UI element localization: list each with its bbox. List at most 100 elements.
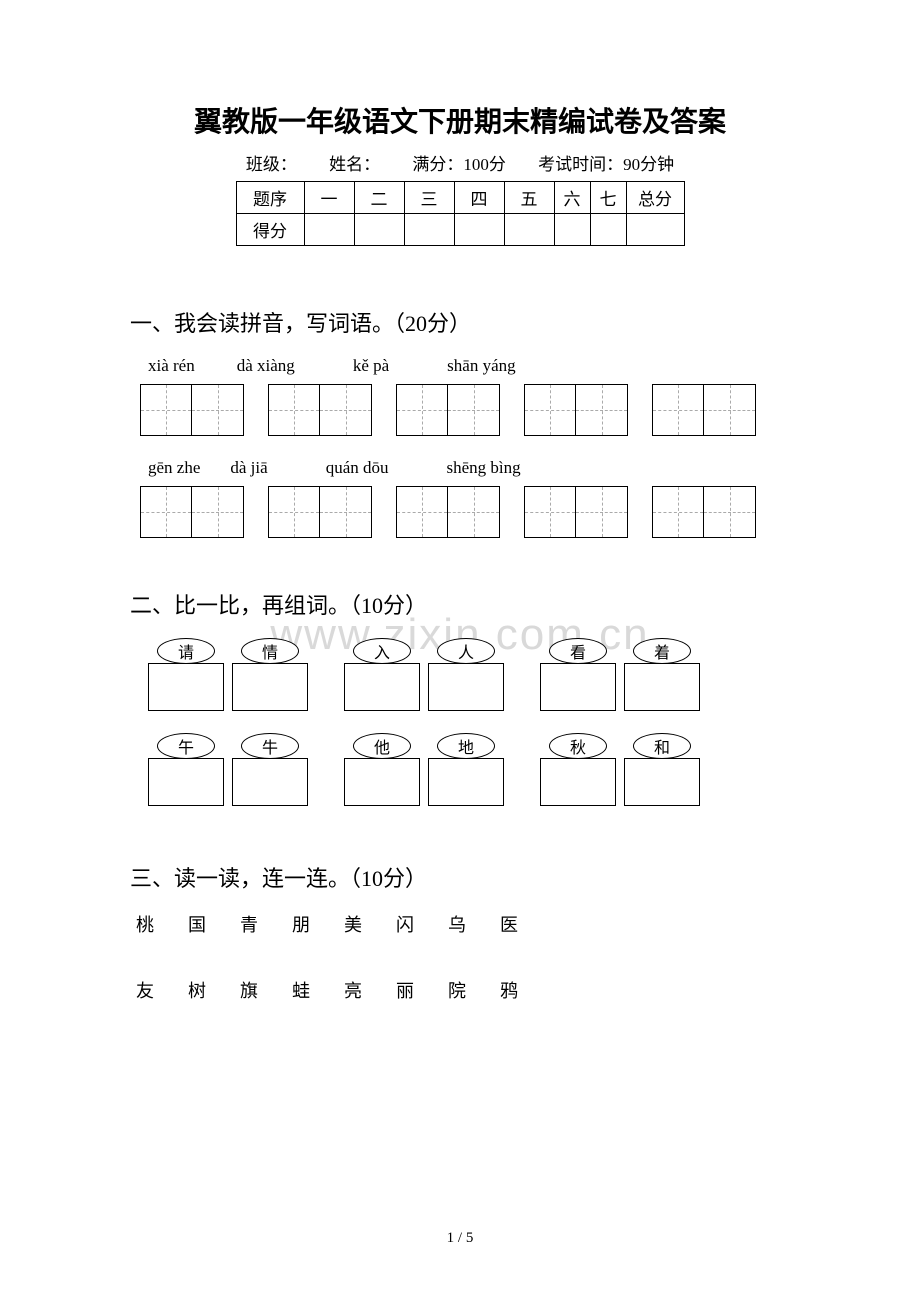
char-box-pair — [268, 486, 372, 538]
char-box — [704, 384, 756, 436]
char-box — [448, 384, 500, 436]
char-oval: 和 — [633, 733, 691, 759]
table-cell: 二 — [354, 182, 404, 214]
match-char: 青 — [240, 911, 258, 937]
compare-item: 地 — [428, 733, 504, 806]
info-line: 班级： 姓名： 满分：100分 考试时间：90分钟 — [130, 150, 790, 175]
char-oval: 人 — [437, 638, 495, 664]
char-oval: 午 — [157, 733, 215, 759]
compare-item: 人 — [428, 638, 504, 711]
compare-item: 牛 — [232, 733, 308, 806]
char-oval: 牛 — [241, 733, 299, 759]
table-cell — [454, 214, 504, 246]
compare-item: 他 — [344, 733, 420, 806]
char-box — [704, 486, 756, 538]
char-box-row — [130, 486, 790, 538]
table-cell — [590, 214, 626, 246]
table-cell — [554, 214, 590, 246]
pinyin-row: xià rén dà xiàng kě pà shān yáng — [130, 356, 790, 376]
compare-item: 请 — [148, 638, 224, 711]
answer-box — [624, 663, 700, 711]
answer-box — [428, 663, 504, 711]
compare-item: 着 — [624, 638, 700, 711]
match-char: 鸦 — [500, 977, 518, 1003]
answer-box — [232, 663, 308, 711]
section1-heading: 一、我会读拼音，写词语。（20分） — [130, 306, 790, 338]
table-cell — [354, 214, 404, 246]
char-box — [576, 384, 628, 436]
compare-item: 看 — [540, 638, 616, 711]
char-oval: 情 — [241, 638, 299, 664]
answer-box — [428, 758, 504, 806]
answer-box — [344, 758, 420, 806]
char-oval: 他 — [353, 733, 411, 759]
match-row: 友 树 旗 蛙 亮 丽 院 鸦 — [130, 977, 790, 1003]
name-label: 姓名： — [329, 155, 380, 174]
table-cell — [404, 214, 454, 246]
pinyin: xià rén — [148, 356, 195, 376]
match-char: 医 — [500, 911, 518, 937]
compare-item: 情 — [232, 638, 308, 711]
compare-row: 午 牛 他 地 秋 和 — [130, 733, 790, 806]
match-char: 朋 — [292, 911, 310, 937]
char-oval: 着 — [633, 638, 691, 664]
table-cell: 一 — [304, 182, 354, 214]
pinyin: kě pà — [353, 356, 389, 376]
table-cell: 五 — [504, 182, 554, 214]
table-cell — [304, 214, 354, 246]
pinyin: quán dōu — [326, 458, 389, 478]
match-row: 桃 国 青 朋 美 闪 乌 医 — [130, 911, 790, 937]
match-char: 国 — [188, 911, 206, 937]
match-char: 友 — [136, 977, 154, 1003]
answer-box — [540, 758, 616, 806]
class-label: 班级： — [246, 155, 297, 174]
table-cell: 六 — [554, 182, 590, 214]
table-row: 题序 一 二 三 四 五 六 七 总分 — [236, 182, 684, 214]
compare-item: 和 — [624, 733, 700, 806]
match-char: 桃 — [136, 911, 154, 937]
compare-item: 午 — [148, 733, 224, 806]
match-char: 旗 — [240, 977, 258, 1003]
pinyin-row: gēn zhe dà jiā quán dōu shēng bìng — [130, 458, 790, 478]
answer-box — [232, 758, 308, 806]
match-char: 蛙 — [292, 977, 310, 1003]
match-char: 美 — [344, 911, 362, 937]
char-box-pair — [268, 384, 372, 436]
char-box — [524, 486, 576, 538]
match-char: 亮 — [344, 977, 362, 1003]
char-box-pair — [396, 486, 500, 538]
char-oval: 请 — [157, 638, 215, 664]
char-box-pair — [524, 384, 628, 436]
compare-item: 入 — [344, 638, 420, 711]
char-box — [192, 384, 244, 436]
match-char: 闪 — [396, 911, 414, 937]
compare-item: 秋 — [540, 733, 616, 806]
compare-group: 他 地 — [344, 733, 504, 806]
table-cell — [504, 214, 554, 246]
pinyin: gēn zhe — [148, 458, 200, 478]
answer-box — [148, 663, 224, 711]
pinyin: shān yáng — [447, 356, 515, 376]
table-row: 得分 — [236, 214, 684, 246]
score-table: 题序 一 二 三 四 五 六 七 总分 得分 — [236, 181, 685, 246]
char-box — [576, 486, 628, 538]
compare-group: 秋 和 — [540, 733, 700, 806]
char-box-pair — [524, 486, 628, 538]
char-box — [448, 486, 500, 538]
char-box — [268, 486, 320, 538]
answer-box — [344, 663, 420, 711]
section2-heading: 二、比一比，再组词。（10分） — [130, 588, 790, 620]
compare-group: 请 情 — [148, 638, 308, 711]
pinyin: dà jiā — [230, 458, 267, 478]
table-cell — [626, 214, 684, 246]
char-box-pair — [652, 384, 756, 436]
char-box — [652, 486, 704, 538]
match-char: 乌 — [448, 911, 466, 937]
char-oval: 秋 — [549, 733, 607, 759]
char-box — [396, 384, 448, 436]
page-title: 翼教版一年级语文下册期末精编试卷及答案 — [130, 100, 790, 140]
table-cell: 四 — [454, 182, 504, 214]
char-box-pair — [140, 486, 244, 538]
char-box — [320, 384, 372, 436]
compare-group: 看 着 — [540, 638, 700, 711]
